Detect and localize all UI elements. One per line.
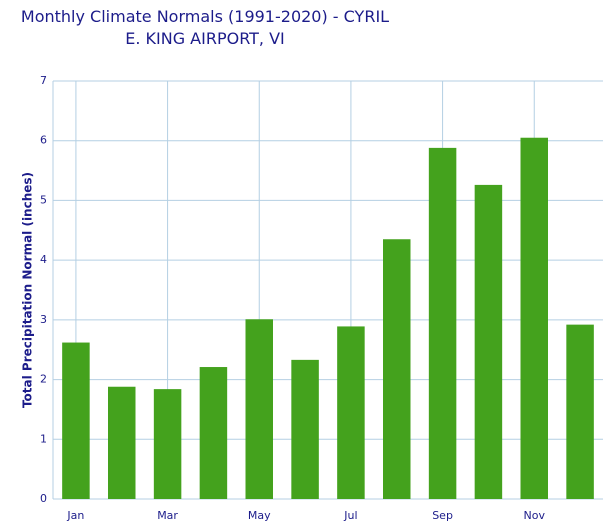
y-tick-label: 3 [40, 313, 47, 326]
bar [428, 147, 457, 499]
chart-title: Monthly Climate Normals (1991-2020) - CY… [20, 7, 390, 48]
y-axis-label: Total Precipitation Normal (inches) [21, 172, 35, 408]
bar [108, 386, 136, 499]
bar [199, 367, 228, 499]
bar [153, 389, 182, 499]
y-tick-label: 6 [40, 134, 47, 147]
x-tick-label: Jan [66, 509, 84, 522]
y-tick-label: 0 [40, 492, 47, 505]
x-tick-label: May [248, 509, 271, 522]
bar [474, 184, 503, 499]
bar [62, 342, 90, 499]
bar [566, 324, 594, 499]
bar [291, 359, 319, 499]
y-tick-label: 7 [40, 74, 47, 87]
x-tick-label: Sep [432, 509, 453, 522]
bar [337, 326, 365, 499]
x-tick-label: Mar [157, 509, 178, 522]
bar [520, 137, 548, 499]
bar [383, 239, 411, 499]
y-tick-label: 4 [40, 253, 47, 266]
x-tick-label: Jul [343, 509, 357, 522]
y-tick-label: 2 [40, 373, 47, 386]
y-tick-label: 5 [40, 193, 47, 206]
bar [245, 319, 273, 499]
x-tick-label: Nov [524, 509, 546, 522]
y-tick-label: 1 [40, 432, 47, 445]
